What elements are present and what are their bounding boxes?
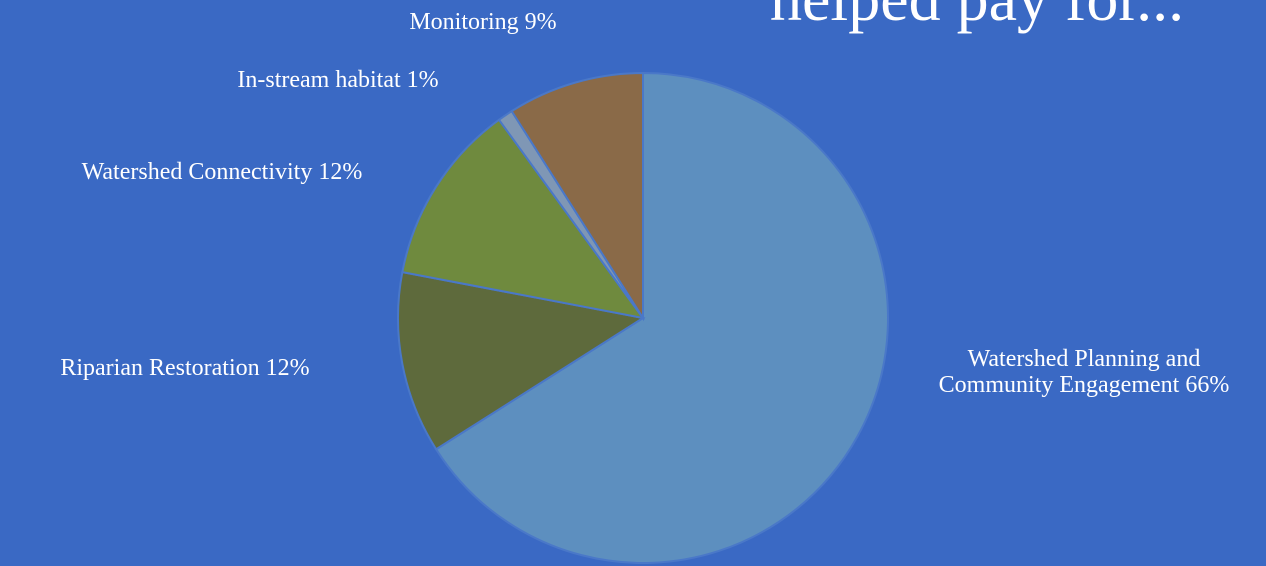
slide: helped pay for... Watershed Planning and… [0, 0, 1266, 566]
value-label: 12% [266, 355, 310, 381]
slice-label: Watershed Connectivity 12% [82, 159, 363, 185]
slice-label: Riparian Restoration 12% [60, 355, 309, 381]
category-label: Watershed Connectivity [82, 159, 313, 185]
value-label: 1% [407, 67, 439, 93]
category-label: Riparian Restoration [60, 355, 259, 381]
category-label: In-stream habitat [237, 67, 400, 93]
value-label: 12% [318, 159, 362, 185]
category-label: Watershed Planning and Community Engagem… [939, 346, 1201, 398]
pie-chart [0, 0, 1266, 566]
value-label: 66% [1185, 372, 1229, 398]
value-label: 9% [525, 9, 557, 35]
slice-label: Monitoring 9% [409, 9, 556, 35]
category-label: Monitoring [409, 9, 518, 35]
slice-label: Watershed Planning and Community Engagem… [914, 346, 1254, 398]
slice-label: In-stream habitat 1% [237, 67, 438, 93]
